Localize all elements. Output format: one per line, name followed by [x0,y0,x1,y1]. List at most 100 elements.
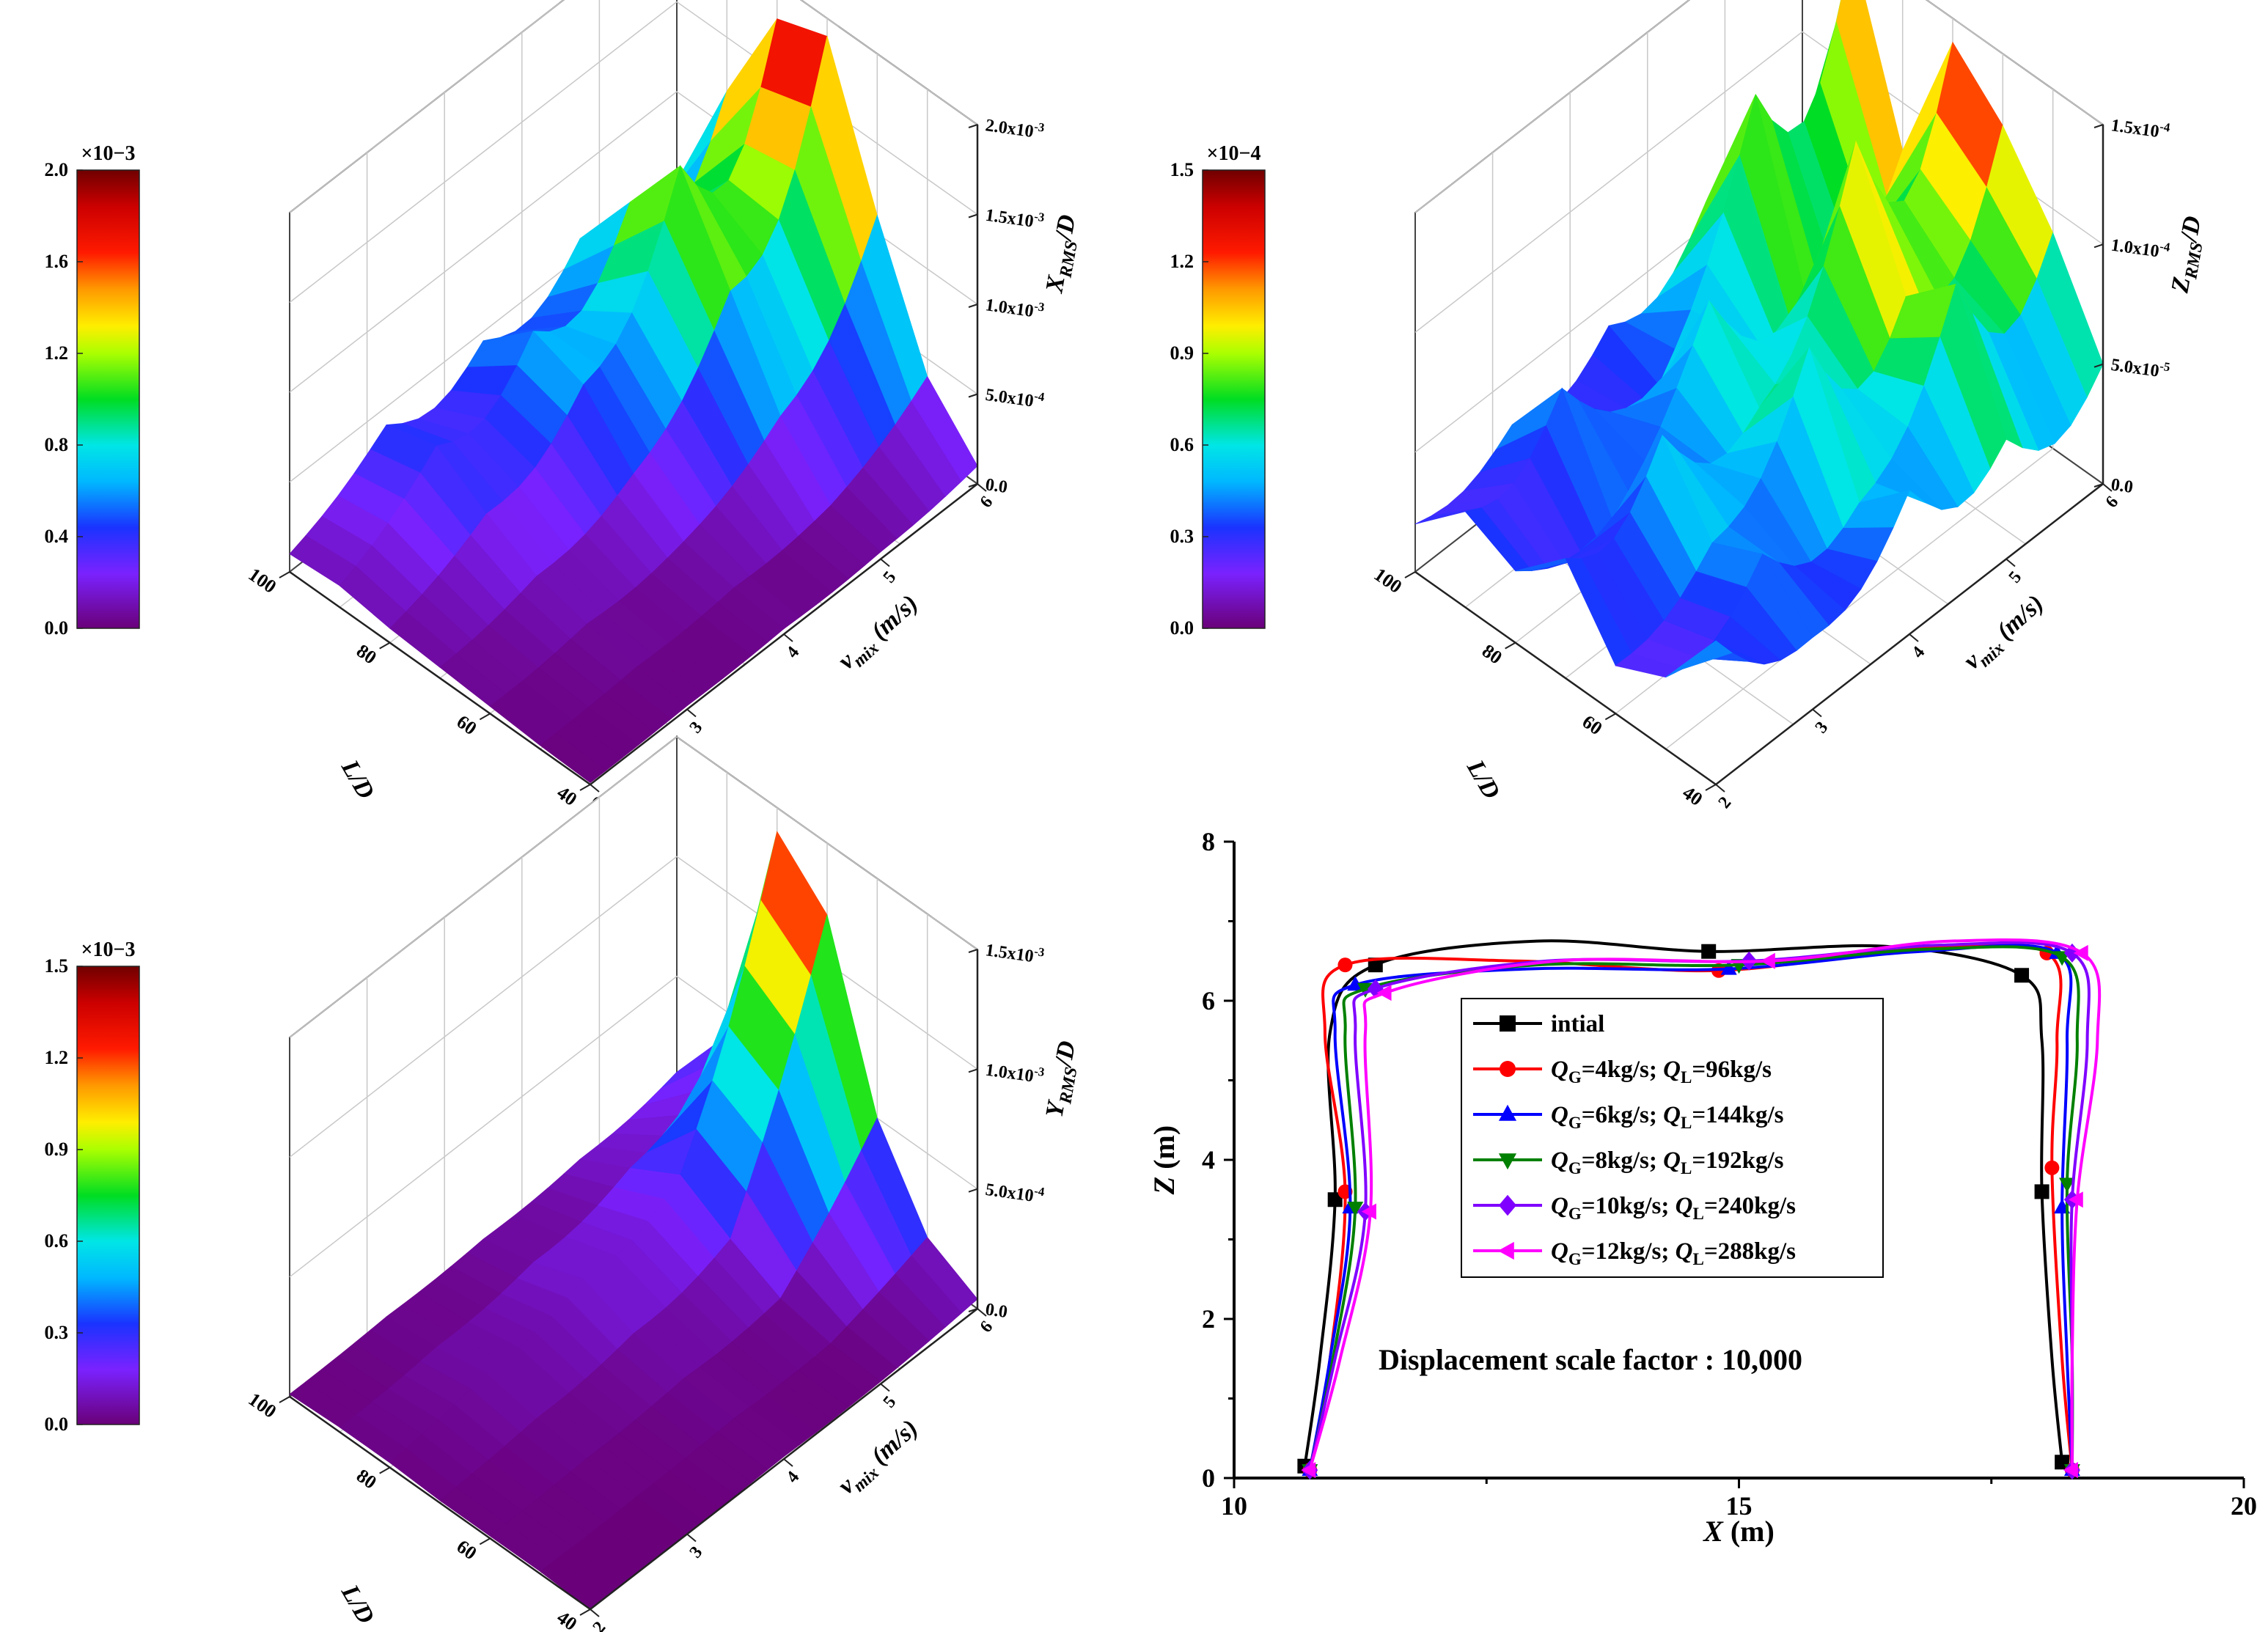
colorbar-tick-label: 0.0 [45,617,69,639]
data-point [2068,1191,2083,1208]
legend-entry-text: QG=6kg/s; QL=144kg/s [1551,1102,1784,1132]
x-tick-mark [279,571,290,578]
x-tick-label: 80 [353,1465,381,1493]
z-axis-title: YRMS/D [1041,1039,1085,1120]
y-tick-label: 5 [880,567,900,587]
colorbar-tick-label: 0.4 [45,526,69,547]
legend: intial QG=4kg/s; QL=96kg/s QG=6kg/s; QL=14… [1461,998,1884,1278]
z-tick-label: 1.0x10-3 [984,1057,1045,1087]
data-point [2044,1160,2060,1175]
surface-patch [1665,640,1733,678]
x-tick-label: 100 [1370,564,1406,598]
x-tick-mark [479,1537,491,1545]
y-tick-label: 0 [1202,1463,1215,1493]
colorbar-tick-label: 0.0 [45,1414,69,1435]
z-tick-label: 0.0 [984,1300,1008,1322]
x-tick-label: 60 [1579,711,1607,740]
data-point [1327,1192,1343,1208]
data-point [1701,944,1717,959]
z-tick-mark [968,393,978,398]
z-tick-mark [968,1068,978,1073]
y-tick-label: 4 [783,643,804,662]
grid-line [289,856,978,1158]
y-tick-label: 6 [2102,493,2123,512]
x-axis-title: L/D [1461,755,1505,804]
y-tick-mark [880,558,890,567]
legend-swatch-marker [1498,1104,1517,1121]
z-tick-mark [2093,124,2104,128]
legend-box [1461,998,1884,1278]
colorbar-tick-label: 1.2 [45,342,69,364]
x-tick-mark [1604,713,1616,721]
data-point [1376,985,1392,1001]
y-tick-label: 2 [590,1618,610,1632]
legend-entry-text: QG=12kg/s; QL=288kg/s [1551,1238,1796,1268]
x-tick-label: 80 [1478,640,1506,669]
z-tick-mark [968,483,978,488]
colorbar-tick-label: 0.3 [1170,526,1194,547]
legend-swatch-marker [1498,1194,1517,1216]
z-axis-title: ZRMS/D [2166,214,2211,296]
y-tick-mark [783,633,793,642]
x-axis-title: L/D [336,755,380,804]
x-tick-mark [579,784,591,791]
z-tick-mark [968,1188,978,1193]
colorbar-tick-label: 0.8 [45,434,69,455]
z-tick-label: 1.0x10-4 [2110,232,2171,263]
x-tick-label: 100 [245,564,281,598]
x-tick-label: 40 [1678,782,1706,810]
panel-deformed-shape: 0 2 4 6 8 10 15 20 X (m) Z (m) intial QG=4kg/s; QL=… [1148,827,2257,1548]
colorbar-tick-label: 1.2 [1170,251,1194,272]
y-tick-label: 6 [1202,986,1215,1015]
grid-line [289,1,978,304]
colorbar-exponent: ×10−3 [81,142,136,165]
y-axis-title: vmix (m/s) [833,589,927,678]
z-tick-label: 1.5x10-3 [984,938,1045,968]
y-tick-mark [977,483,987,492]
y-tick-label: 3 [686,1543,707,1562]
z-axis-title: XRMS/D [1041,213,1086,296]
y-tick-label: 2 [1202,1304,1215,1334]
y-tick-mark [686,708,697,718]
surface [1414,0,2104,678]
colorbar-tick-label: 1.5 [1170,159,1194,180]
y-tick-label: 3 [1812,718,1832,737]
colorbar-tick-label: 0.6 [45,1230,69,1251]
z-tick-mark [968,1308,978,1312]
z-tick-label: 0.0 [2110,475,2134,497]
colorbar-tick-label: 0.6 [1170,434,1194,455]
x-tick-label: 80 [353,640,381,669]
colorbar-tick-label: 0.9 [45,1139,69,1160]
grid-line [1665,448,2054,750]
grid-line [289,0,978,213]
z-tick-label: 1.5x10-3 [984,202,1045,232]
x-tick-mark [1404,571,1416,578]
x-tick-mark [379,642,391,650]
z-tick-label: 5.0x10-4 [984,1177,1046,1208]
z-tick-mark [968,304,978,308]
data-point [2014,968,2030,983]
data-point [1337,957,1353,973]
y-tick-mark [1812,708,1822,718]
colorbar-tick-label: 0.9 [1170,342,1194,364]
y-axis-title: vmix (m/s) [833,1414,927,1503]
y-tick-mark [2102,483,2113,492]
z-tick-label: 0.0 [984,475,1008,497]
legend-swatch-marker [1500,1015,1516,1032]
x-tick-label: 15 [1726,1491,1753,1521]
y-tick-mark [880,1383,890,1392]
legend-swatch-marker [1497,1241,1514,1260]
z-tick-label: 5.0x10-4 [984,382,1046,413]
y-tick-label: 3 [686,718,707,737]
legend-swatch-marker [1500,1061,1516,1077]
y-tick-label: 5 [2005,567,2026,587]
z-tick-mark [2093,483,2104,488]
z-tick-label: 5.0x10-5 [2110,352,2170,382]
y-tick-label: 6 [977,493,997,512]
legend-swatch-marker [1498,1153,1517,1170]
z-tick-mark [968,124,978,128]
colorbar: 0.0 0.3 0.6 0.9 1.2 1.5 ×10−4 [1170,142,1266,639]
